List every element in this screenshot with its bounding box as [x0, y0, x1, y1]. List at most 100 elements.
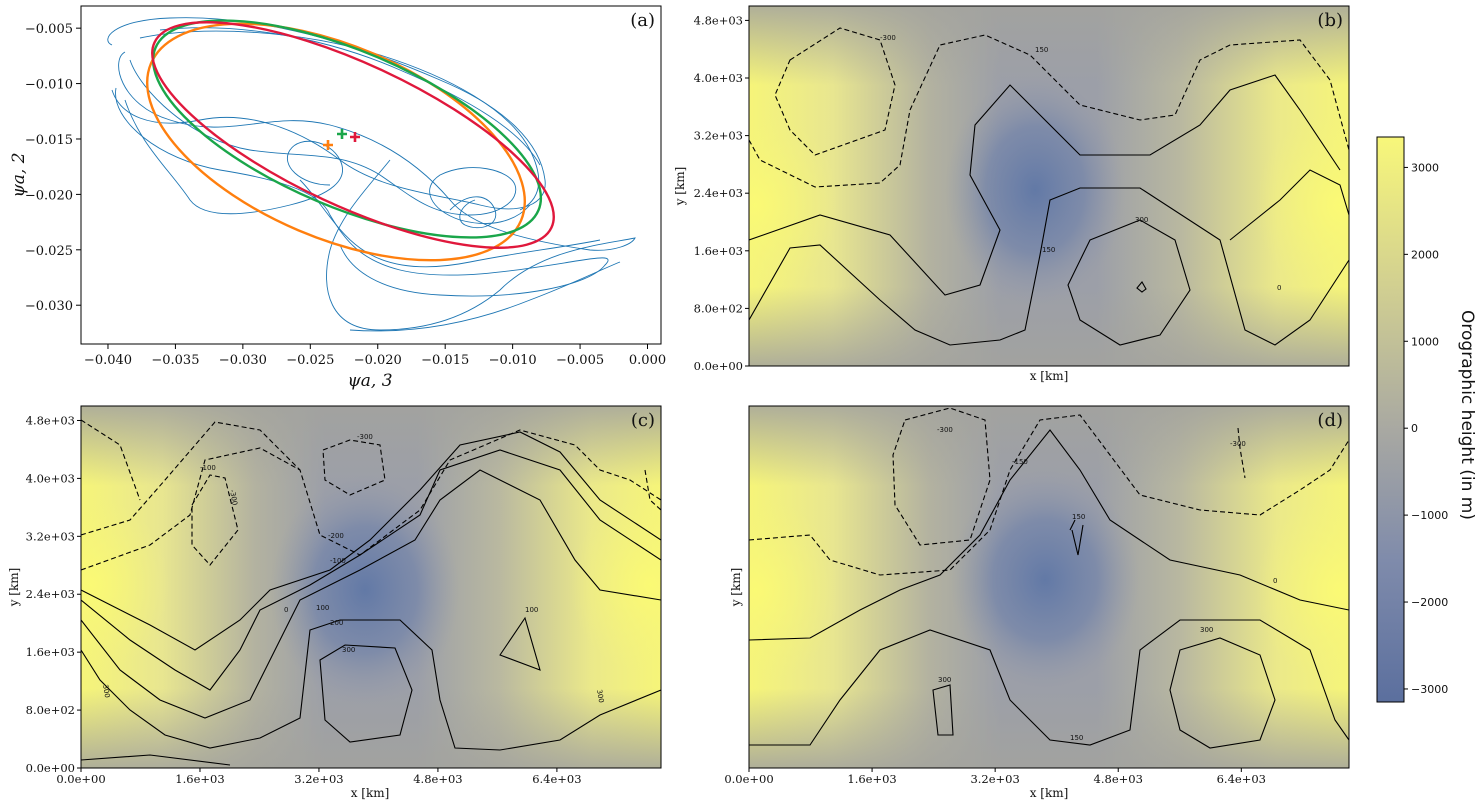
svg-text:100: 100 — [316, 604, 329, 612]
y-tick-label: −0.020 — [25, 188, 73, 203]
svg-text:300: 300 — [938, 676, 951, 684]
y-tick-label: 0.0e+00 — [26, 761, 75, 775]
x-tick-label: −0.025 — [286, 353, 334, 368]
green-ellipse — [151, 19, 543, 239]
svg-text:150: 150 — [1035, 46, 1048, 54]
y-tick-label: 4.0e+03 — [694, 71, 743, 85]
y-tick-label: 1.6e+03 — [694, 244, 743, 258]
panel-a-xlabel: ψa, 3 — [347, 371, 392, 391]
svg-text:300: 300 — [595, 689, 605, 704]
panel-d-ylabel: y [km] — [729, 568, 743, 608]
x-tick-label: 0.0e+00 — [56, 772, 105, 786]
x-tick-label: 6.4e+03 — [532, 772, 581, 786]
green-center-marker — [337, 129, 347, 139]
panel-a-tag: (a) — [630, 10, 655, 31]
svg-text:-300: -300 — [937, 426, 953, 434]
panel-a-y-ticks: −0.005 −0.010 −0.015 −0.020 −0.025 −0.030 — [25, 22, 81, 314]
svg-text:300: 300 — [1135, 216, 1148, 224]
x-tick-label: −0.010 — [489, 353, 537, 368]
x-tick-label: −0.005 — [556, 353, 604, 368]
panel-b-xlabel: x [km] — [1030, 369, 1069, 383]
panel-c: -300 -100 -200 -100 0 100 200 300 100 -3… — [7, 405, 662, 800]
panel-c-frame — [80, 405, 662, 769]
svg-text:-300: -300 — [228, 489, 239, 506]
svg-text:0: 0 — [284, 606, 288, 614]
colorbar-tick-label: 2000 — [1411, 248, 1439, 261]
panel-c-ylabel: y [km] — [7, 568, 21, 608]
colorbar-tick-label: −2000 — [1411, 596, 1448, 609]
panel-c-dashed-contours — [81, 419, 661, 571]
svg-text:150: 150 — [1070, 734, 1083, 742]
panel-b-heatmap-shade — [749, 6, 1349, 366]
x-tick-label: 1.6e+03 — [175, 772, 224, 786]
panel-a-frame — [80, 5, 662, 345]
y-tick-label: 0.0e+00 — [694, 359, 743, 373]
x-tick-label: −0.015 — [421, 353, 469, 368]
y-tick-label: 3.2e+03 — [694, 129, 743, 143]
y-tick-label: −0.005 — [25, 22, 73, 37]
red-center-marker — [350, 132, 360, 142]
x-tick-label: 0.000 — [629, 353, 666, 368]
panel-c-x-ticks: 0.0e+00 1.6e+03 3.2e+03 4.8e+03 6.4e+03 — [56, 768, 582, 786]
panel-d-dashed-contours — [749, 407, 1349, 576]
x-tick-label: −0.040 — [84, 353, 132, 368]
y-tick-label: −0.010 — [25, 78, 73, 93]
panel-d: -300 -150 -300 150 0 300 300 150 0.0e+00… — [724, 405, 1350, 800]
red-ellipse — [151, 21, 555, 249]
colorbar-tick-label: 0 — [1411, 422, 1418, 435]
x-tick-label: 3.2e+03 — [294, 772, 343, 786]
y-tick-label: −0.015 — [25, 133, 73, 148]
x-tick-label: 1.6e+03 — [847, 772, 896, 786]
panel-b-dashed-contours — [749, 27, 1349, 188]
y-tick-label: 2.4e+03 — [26, 587, 75, 601]
panel-b: -300 150 300 150 0 4.8e+03 4.0e+03 3.2e+03… — [673, 5, 1350, 383]
colorbar-tick-label: −3000 — [1411, 683, 1448, 696]
svg-text:300: 300 — [342, 646, 355, 654]
colorbar-tick-label: 1000 — [1411, 335, 1439, 348]
panel-a-ylabel: ψa, 2 — [9, 152, 29, 197]
x-tick-label: 0.0e+00 — [724, 772, 773, 786]
svg-text:-300: -300 — [1230, 440, 1246, 448]
colorbar-gradient — [1376, 136, 1405, 703]
svg-text:150: 150 — [1072, 513, 1085, 521]
svg-text:200: 200 — [330, 619, 343, 627]
x-tick-label: −0.020 — [354, 353, 402, 368]
x-tick-label: −0.030 — [219, 353, 267, 368]
panel-c-y-ticks: 4.8e+03 4.0e+03 3.2e+03 2.4e+03 1.6e+03 8.0e+… — [26, 413, 81, 775]
orange-center-marker — [323, 140, 333, 150]
panel-b-contour-labels: -300 150 300 150 0 — [880, 34, 1281, 292]
panel-d-xlabel: x [km] — [1030, 786, 1069, 800]
svg-text:100: 100 — [525, 606, 538, 614]
y-tick-label: 8.0e+02 — [694, 301, 743, 315]
svg-text:-300: -300 — [880, 34, 896, 42]
panel-b-y-ticks: 4.8e+03 4.0e+03 3.2e+03 2.4e+03 1.6e+03 8.0e+… — [694, 13, 749, 373]
panel-d-contours — [749, 429, 1349, 749]
svg-text:300: 300 — [101, 684, 111, 699]
svg-text:-150: -150 — [1012, 458, 1028, 466]
panel-a-plot-area — [107, 17, 636, 332]
panel-b-tag: (b) — [1317, 10, 1343, 31]
colorbar: 3000 2000 1000 0 −1000 −2000 −3000 Orographic … — [1376, 136, 1477, 703]
x-tick-label: 4.8e+03 — [413, 772, 462, 786]
panel-b-ylabel: y [km] — [673, 167, 687, 207]
panel-d-tag: (d) — [1317, 410, 1343, 431]
svg-text:150: 150 — [1042, 246, 1055, 254]
svg-text:-100: -100 — [200, 464, 216, 472]
panel-c-contour-labels: -300 -100 -200 -100 0 100 200 300 100 -3… — [101, 433, 605, 704]
panel-c-tag: (c) — [631, 410, 655, 431]
x-tick-label: 6.4e+03 — [1217, 772, 1266, 786]
y-tick-label: −0.030 — [25, 299, 73, 314]
panel-c-heatmap-shade — [81, 406, 661, 768]
y-tick-label: 1.6e+03 — [26, 645, 75, 659]
panel-d-contour-labels: -300 -150 -300 150 0 300 300 150 — [937, 426, 1277, 742]
svg-text:-100: -100 — [330, 557, 346, 565]
colorbar-tick-label: 3000 — [1411, 161, 1439, 174]
y-tick-label: 8.0e+02 — [26, 703, 75, 717]
panel-b-frame — [748, 5, 1350, 367]
svg-text:300: 300 — [1200, 626, 1213, 634]
svg-text:-200: -200 — [328, 532, 344, 540]
panel-d-heatmap-shade — [749, 406, 1349, 768]
colorbar-title: Orographic height (in m) — [1457, 310, 1477, 520]
panel-a-x-ticks: −0.040 −0.035 −0.030 −0.025 −0.020 −0.015 −0.0… — [84, 344, 666, 368]
